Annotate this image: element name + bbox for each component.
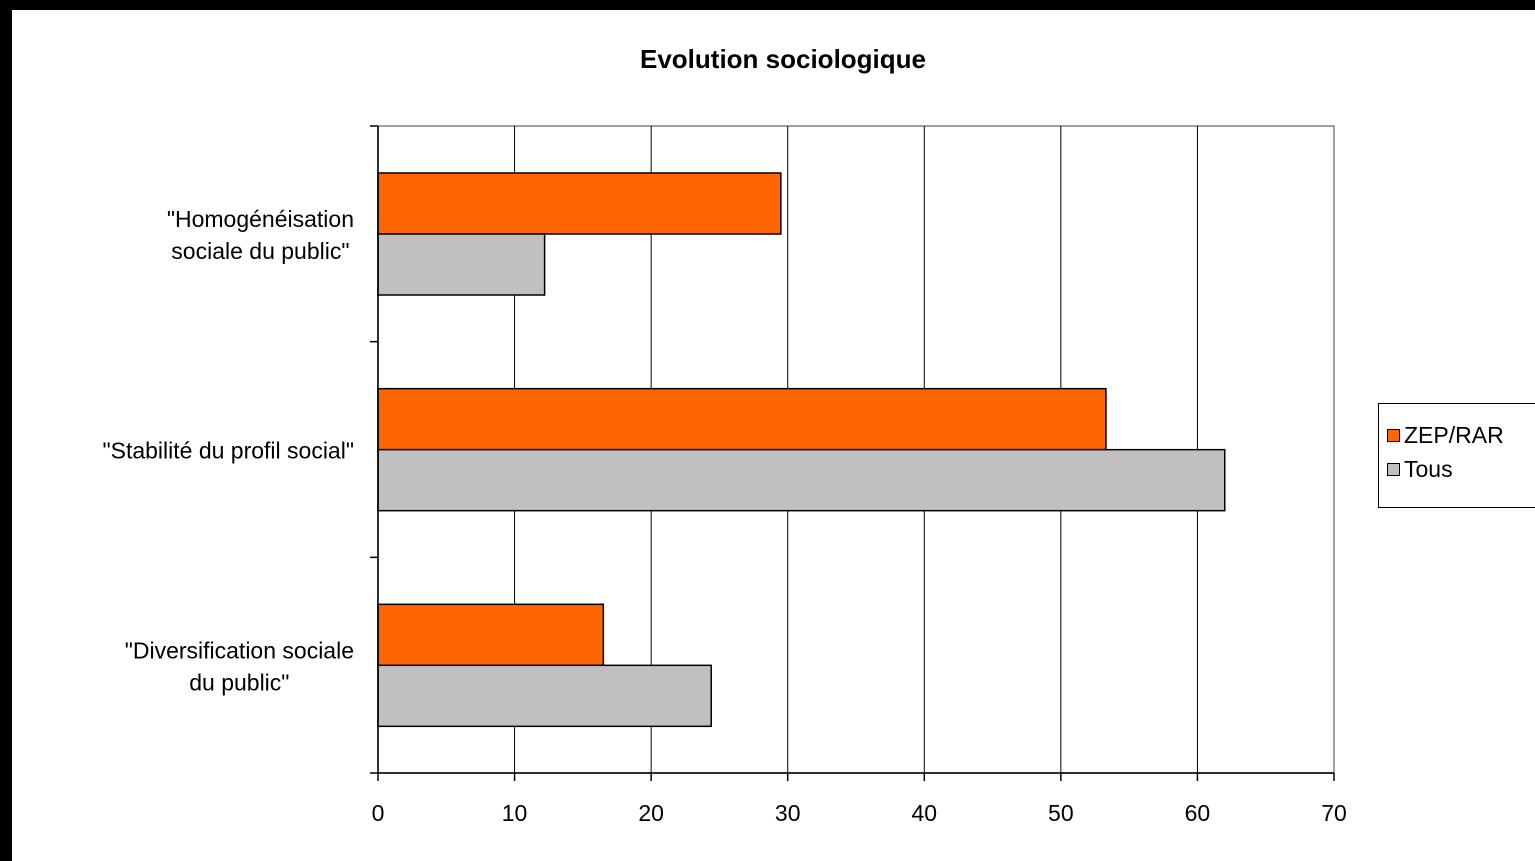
legend-swatch-tous [1387,462,1400,476]
chart-canvas: Evolution sociologique 0 10 20 30 40 50 60 70 "H… [12,10,1535,861]
bar-zep-rar-1 [377,387,1107,451]
bar-tous-0 [377,233,546,296]
x-tick-label-20: 20 [638,800,664,826]
category-label-line: "Stabilité du profil social" [102,438,354,464]
bar-zep-rar-2 [377,603,605,667]
bar-zep-rar-0 [377,172,782,235]
category-label-1: "Stabilité du profil social" [102,438,354,464]
category-label-line: sociale du public" [171,238,349,264]
x-tick-label-60: 60 [1185,800,1211,826]
bars [377,172,1226,728]
legend: ZEP/RAR Tous [1378,403,1535,508]
x-tick-label-40: 40 [911,800,937,826]
bar-tous-1 [377,448,1226,512]
x-tick-label-30: 30 [775,800,801,826]
category-label-0: "Homogénéisation sociale du public" [167,206,354,264]
bar-tous-2 [377,664,712,728]
x-tick-label-0: 0 [372,800,385,826]
legend-label-zep-rar: ZEP/RAR [1404,421,1504,448]
axes [370,125,1335,781]
x-tick-label-10: 10 [502,800,528,826]
legend-label-tous: Tous [1404,455,1453,482]
category-label-line: du public" [189,669,289,695]
chart-title: Evolution sociologique [640,44,926,74]
x-tick-label-70: 70 [1321,800,1347,826]
legend-item-tous: Tous [1387,456,1453,482]
category-label-line: "Diversification sociale [125,637,354,663]
category-label-line: "Homogénéisation [167,206,354,232]
bar-chart: Evolution sociologique 0 10 20 30 40 50 60 70 "H… [102,44,1346,826]
x-tick-label-50: 50 [1048,800,1074,826]
legend-item-zep-rar: ZEP/RAR [1387,422,1504,448]
legend-swatch-zep-rar [1387,428,1400,442]
category-label-2: "Diversification sociale du public" [125,637,354,695]
axis-labels: 0 10 20 30 40 50 60 70 "Homogénéisation sociale d… [102,206,1346,826]
